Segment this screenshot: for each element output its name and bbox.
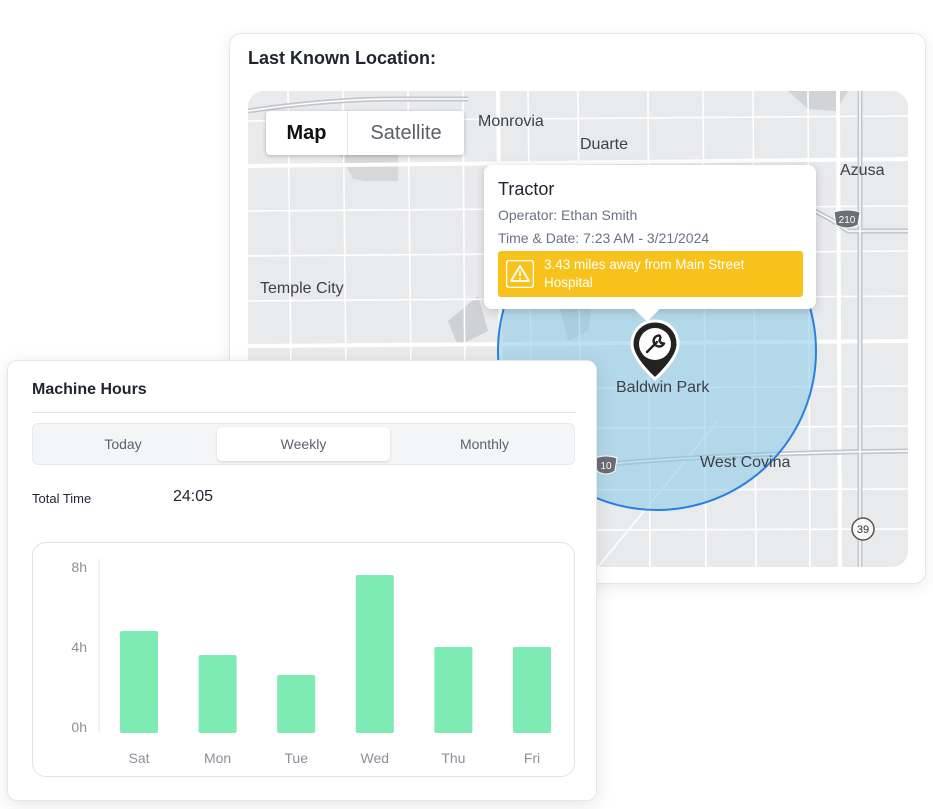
x-tick-label: Wed	[361, 750, 390, 766]
satellite-button[interactable]: Satellite	[370, 121, 442, 144]
map-type-toggle[interactable]: Map Satellite	[266, 111, 464, 155]
map-label-monrovia: Monrovia	[478, 113, 544, 130]
bar-tue	[277, 675, 316, 733]
bar-wed	[355, 575, 394, 733]
equipment-popup: Tractor Operator: Ethan Smith Time & Dat…	[484, 165, 816, 309]
location-title: Last Known Location:	[248, 48, 436, 68]
total-time-label: Total Time	[32, 491, 92, 506]
total-time-value: 24:05	[173, 488, 214, 505]
machine-hours-card: Machine Hours Today Weekly Monthly Total…	[7, 360, 597, 801]
period-tabs: Today Weekly Monthly	[32, 423, 575, 465]
shield-39-label: 39	[857, 524, 869, 536]
bar-fri	[513, 647, 551, 733]
distance-alert-text: 3.43 miles away from Main Street Hospita…	[544, 257, 745, 290]
distance-alert: 3.43 miles away from Main Street Hospita…	[498, 251, 803, 297]
map-label-azusa: Azusa	[840, 162, 885, 179]
y-tick-label: 8h	[71, 559, 87, 575]
tab-monthly[interactable]: Monthly	[459, 436, 510, 452]
hours-chart: 0h 4h 8h Sat Mon Tue Wed Thu Fri	[32, 542, 575, 777]
map-label-baldwin-park: Baldwin Park	[616, 379, 710, 396]
x-tick-label: Fri	[524, 750, 540, 766]
warning-triangle-icon	[506, 260, 534, 288]
highway-shield-icon: 210	[833, 209, 861, 229]
x-tick-label: Mon	[204, 750, 231, 766]
bar-mon	[198, 655, 237, 733]
highway-shield-icon: 39	[851, 517, 875, 541]
x-tick-label: Tue	[284, 750, 308, 766]
bar-sat	[120, 631, 158, 733]
x-tick-label: Thu	[441, 750, 465, 766]
equipment-name: Tractor	[498, 179, 555, 199]
wrench-icon[interactable]	[629, 319, 681, 383]
x-tick-label: Sat	[128, 750, 149, 766]
map-label-west-covina: West Covina	[700, 454, 791, 471]
hours-bar-chart: 0h 4h 8h Sat Mon Tue Wed Thu Fri	[71, 559, 551, 766]
shield-10-label: 10	[600, 461, 612, 472]
machine-hours-title: Machine Hours	[32, 381, 147, 398]
y-tick-label: 0h	[71, 719, 87, 735]
tab-weekly[interactable]: Weekly	[217, 427, 390, 461]
map-label-duarte: Duarte	[580, 136, 629, 153]
map-button[interactable]: Map	[266, 111, 348, 155]
operator-text: Operator: Ethan Smith	[498, 207, 638, 223]
shield-210-label: 210	[839, 215, 856, 226]
highway-shield-icon: 10	[594, 455, 618, 475]
divider	[32, 412, 576, 413]
map-label-temple-city: Temple City	[260, 280, 344, 297]
bar-thu	[434, 647, 473, 733]
y-tick-label: 4h	[71, 639, 87, 655]
time-date-text: Time & Date: 7:23 AM - 3/21/2024	[498, 230, 710, 246]
tab-today[interactable]: Today	[104, 436, 142, 452]
